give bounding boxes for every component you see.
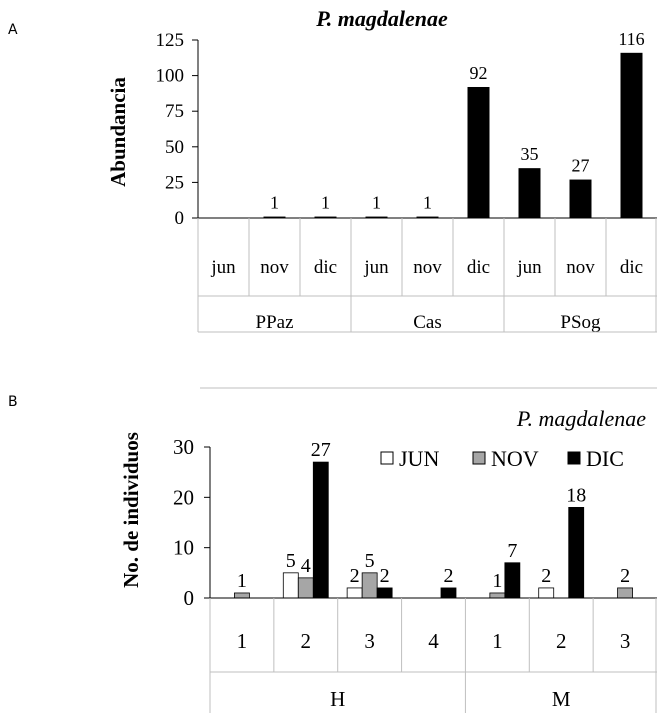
y-tick-label: 100: [156, 66, 185, 87]
bar-PSog-nov: [569, 179, 592, 218]
bar-H4-dic: [440, 587, 457, 599]
y-tick-label: 125: [156, 30, 185, 51]
bar-PSog-jun: [518, 168, 541, 218]
data-label: 1: [270, 193, 279, 213]
data-label: 92: [470, 63, 488, 83]
panel-a-x-categories: jun nov dic PPaz jun nov dic Cas jun nov dic PSog: [210, 257, 643, 333]
data-label: 1: [372, 193, 381, 213]
y-tick-label: 75: [165, 101, 184, 122]
bar-H3-dic: [376, 587, 393, 599]
x-category-label: dic: [314, 257, 337, 278]
panel-a-y-axis-title: Abundancia: [106, 77, 130, 187]
panel-b-legend: JUN NOV DIC: [380, 446, 624, 471]
panel-a-y-ticks: 0 25 50 75 100 125: [156, 30, 198, 229]
bar-Cas-jun: [365, 216, 388, 218]
x-group-label: PSog: [560, 312, 601, 333]
legend-swatch-dic: [567, 451, 581, 465]
data-label: 27: [311, 439, 331, 461]
bar-H1-nov: [234, 592, 250, 599]
data-label: 18: [566, 484, 586, 506]
bar-M1-dic: [504, 562, 521, 599]
panel-b-axis-frame: [209, 447, 657, 713]
y-tick-label: 25: [165, 172, 184, 193]
panel-a-axis-frame: [197, 40, 657, 389]
x-category-label: 2: [301, 629, 312, 653]
x-category-label: 1: [492, 629, 503, 653]
x-category-label: nov: [566, 257, 595, 278]
data-label: 2: [350, 565, 360, 587]
legend-swatch-nov: [472, 451, 486, 465]
data-label: 2: [444, 565, 454, 587]
x-category-label: jun: [363, 257, 389, 278]
data-label: 1: [237, 570, 247, 592]
bar-H2-nov: [297, 577, 314, 599]
data-label: 1: [423, 193, 432, 213]
bar-H3-jun: [346, 587, 363, 599]
x-category-label: 1: [237, 629, 248, 653]
legend-label-jun: JUN: [399, 446, 439, 471]
data-label: 27: [572, 156, 590, 176]
bar-M2-dic: [568, 506, 585, 599]
x-category-label: dic: [467, 257, 490, 278]
x-category-label: jun: [210, 257, 236, 278]
panel-b-y-axis-title: No. de individuos: [119, 432, 143, 588]
y-tick-label: 10: [173, 536, 194, 560]
x-group-label: M: [552, 687, 571, 711]
legend-swatch-jun: [380, 451, 394, 465]
x-category-label: jun: [516, 257, 542, 278]
y-tick-label: 0: [175, 208, 185, 229]
data-label: 1: [321, 193, 330, 213]
x-category-label: 4: [428, 629, 439, 653]
panel-b-letter: B: [8, 394, 18, 410]
bar-PPaz-nov: [263, 216, 286, 218]
x-category-label: nov: [413, 257, 442, 278]
panel-b-y-ticks: 0 10 20 30: [173, 435, 210, 610]
legend-label-nov: NOV: [491, 446, 539, 471]
y-tick-label: 30: [173, 435, 194, 459]
bar-Cas-nov: [416, 216, 439, 218]
data-label: 116: [618, 29, 644, 49]
panel-a-bars: [263, 52, 643, 218]
x-group-label: Cas: [413, 312, 442, 333]
bar-H3-nov: [361, 572, 378, 599]
y-tick-label: 0: [184, 586, 195, 610]
panel-b-x-categories: 1 2 3 4 H 1 2 3 M: [237, 629, 631, 711]
bar-H2-dic: [312, 461, 329, 599]
x-group-label: PPaz: [256, 312, 294, 333]
data-label: 2: [541, 565, 551, 587]
panel-a-data-labels: 1 1 1 1 92 35 27 116: [270, 29, 645, 213]
data-label: 4: [301, 555, 311, 577]
data-label: 5: [286, 550, 296, 572]
x-category-label: 3: [620, 629, 631, 653]
data-label: 1: [492, 570, 502, 592]
data-label: 2: [620, 565, 630, 587]
panel-a-letter: A: [8, 22, 18, 38]
x-category-label: 2: [556, 629, 567, 653]
bar-PPaz-dic: [314, 216, 337, 218]
x-category-label: nov: [260, 257, 289, 278]
data-label: 2: [380, 565, 390, 587]
panel-b-bars: [234, 461, 633, 599]
y-tick-label: 20: [173, 485, 194, 509]
legend-label-dic: DIC: [586, 446, 624, 471]
y-tick-label: 50: [165, 137, 184, 158]
bar-M3-nov: [617, 587, 633, 599]
bar-M1-nov: [489, 592, 506, 599]
bar-H2-jun: [282, 572, 299, 599]
bar-PSog-dic: [620, 52, 643, 218]
data-label: 7: [507, 540, 517, 562]
panel-a-chart: A P. magdalenae Abundancia 0 25 50 75 100 125…: [8, 6, 657, 389]
data-label: 5: [365, 550, 375, 572]
x-group-label: H: [330, 687, 345, 711]
x-category-label: dic: [620, 257, 643, 278]
bar-M2-jun: [538, 587, 555, 599]
data-label: 35: [521, 144, 539, 164]
x-category-label: 3: [364, 629, 375, 653]
panel-a-title: P. magdalenae: [315, 6, 448, 31]
bar-Cas-dic: [467, 86, 490, 218]
panel-b-title: P. magdalenae: [516, 406, 646, 431]
panel-b-chart: B P. magdalenae No. de individuos JUN NOV…: [8, 394, 657, 713]
